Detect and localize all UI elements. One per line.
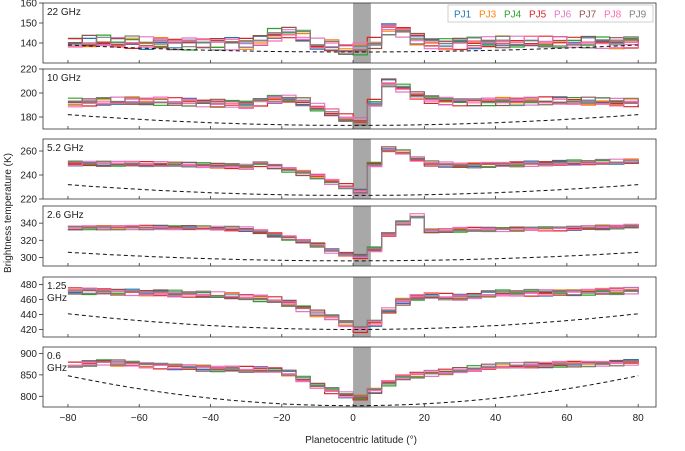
series-pj8-line — [67, 287, 639, 330]
y-tick-label: 480 — [20, 280, 37, 291]
y-tick-label: 150 — [20, 19, 37, 30]
panel-6: 800 850 900 0.6 GHz — [20, 346, 657, 408]
x-axis: −80 −60 −40 −20 0 20 40 60 80 — [59, 413, 644, 424]
series-pj4-line — [67, 216, 639, 257]
panel-frequency-label: 5.2 GHz — [47, 143, 84, 154]
series-pj3-line — [67, 215, 639, 258]
y-tick-label: 800 — [20, 392, 37, 403]
baseline-model-line — [67, 375, 639, 407]
y-tick-label: 340 — [20, 219, 37, 230]
y-axis-title: Brightness temperature (K) — [3, 153, 14, 273]
panel-frequency-label: 0.6 GHz — [47, 351, 67, 374]
legend-entry-pj6: PJ6 — [554, 10, 572, 21]
series-pj9-line — [67, 288, 639, 328]
series-pj1-line — [67, 217, 639, 256]
panel-frequency-label: 2.6 GHz — [47, 210, 84, 221]
y-tick-label: 160 — [20, 0, 37, 10]
panel-series — [67, 146, 639, 195]
x-tick-label: −60 — [131, 413, 148, 424]
equatorial-shaded-region — [353, 277, 371, 337]
equatorial-shaded-region — [353, 3, 371, 63]
equatorial-shaded-region — [353, 69, 371, 129]
y-tick-label: 440 — [20, 310, 37, 321]
series-pj9-line — [67, 149, 639, 194]
series-pj8-line — [67, 216, 639, 258]
panel-series — [67, 78, 639, 126]
y-tick-label: 180 — [20, 113, 37, 124]
x-tick-label: −20 — [273, 413, 290, 424]
legend-box — [447, 4, 654, 23]
panel-1: 140 150 160 22 GHz — [20, 0, 657, 64]
legend-entry-pj1: PJ1 — [454, 10, 472, 21]
y-tick-label: 900 — [20, 349, 37, 360]
legend-entry-pj3: PJ3 — [479, 10, 497, 21]
y-tick-label: 260 — [20, 147, 37, 158]
panel-frame — [42, 346, 657, 408]
y-tick-label: 220 — [20, 195, 37, 206]
legend-entry-pj5: PJ5 — [529, 10, 547, 21]
equatorial-shaded-region — [353, 347, 371, 407]
panel-frequency-label: 10 GHz — [47, 73, 81, 84]
y-tick-label: 420 — [20, 325, 37, 336]
y-tick-label: 320 — [20, 236, 37, 247]
legend: PJ1 PJ3 PJ4 PJ5 PJ6 PJ7 PJ8 PJ9 — [447, 4, 654, 23]
panel-frequency-label: 1.25 GHz — [47, 281, 67, 304]
panels: 140 150 160 22 GHz 180 200 220 10 GHz 220 240 260 5… — [20, 0, 657, 408]
panel-series — [67, 359, 639, 401]
panel-frame — [42, 205, 657, 267]
y-tick-label: 850 — [20, 370, 37, 381]
series-pj6-line — [67, 213, 639, 258]
x-tick-label: 60 — [561, 413, 573, 424]
y-tick-label: 300 — [20, 253, 37, 264]
panel-5: 420 440 460 480 1.25 GHz — [20, 276, 657, 338]
equatorial-shaded-region — [353, 206, 371, 266]
panel-frame — [42, 2, 657, 64]
panel-4: 300 320 340 2.6 GHz — [20, 205, 657, 267]
x-tick-label: 0 — [350, 413, 356, 424]
series-pj8-line — [67, 82, 639, 119]
panel-frame — [42, 68, 657, 130]
panel-frame — [42, 276, 657, 338]
x-tick-label: −40 — [202, 413, 219, 424]
y-tick-label: 460 — [20, 295, 37, 306]
series-pj9-line — [67, 85, 639, 125]
legend-entry-pj8: PJ8 — [604, 10, 622, 21]
series-pj7-line — [67, 216, 639, 256]
panel-frequency-label: 22 GHz — [47, 7, 81, 18]
panel-series — [67, 213, 639, 259]
x-tick-label: −80 — [59, 413, 76, 424]
series-pj9-line — [67, 29, 639, 52]
series-pj9-line — [67, 361, 639, 397]
panel-series — [67, 23, 639, 56]
equatorial-shaded-region — [353, 139, 371, 199]
panel-2: 180 200 220 10 GHz — [20, 65, 657, 130]
series-pj5-line — [67, 215, 639, 259]
legend-entry-pj4: PJ4 — [504, 10, 522, 21]
y-tick-label: 200 — [20, 89, 37, 100]
legend-entry-pj9: PJ9 — [629, 10, 647, 21]
y-tick-label: 240 — [20, 171, 37, 182]
panel-frame — [42, 138, 657, 200]
x-tick-label: 20 — [419, 413, 431, 424]
panel-3: 220 240 260 5.2 GHz — [20, 138, 657, 206]
series-pj9-line — [67, 216, 639, 257]
panel-series — [67, 286, 639, 334]
x-tick-label: 40 — [490, 413, 502, 424]
y-tick-label: 140 — [20, 39, 37, 50]
x-axis-title: Planetocentric latitude (°) — [305, 435, 417, 446]
y-tick-label: 220 — [20, 65, 37, 76]
legend-entry-pj7: PJ7 — [579, 10, 597, 21]
x-tick-label: 80 — [633, 413, 645, 424]
